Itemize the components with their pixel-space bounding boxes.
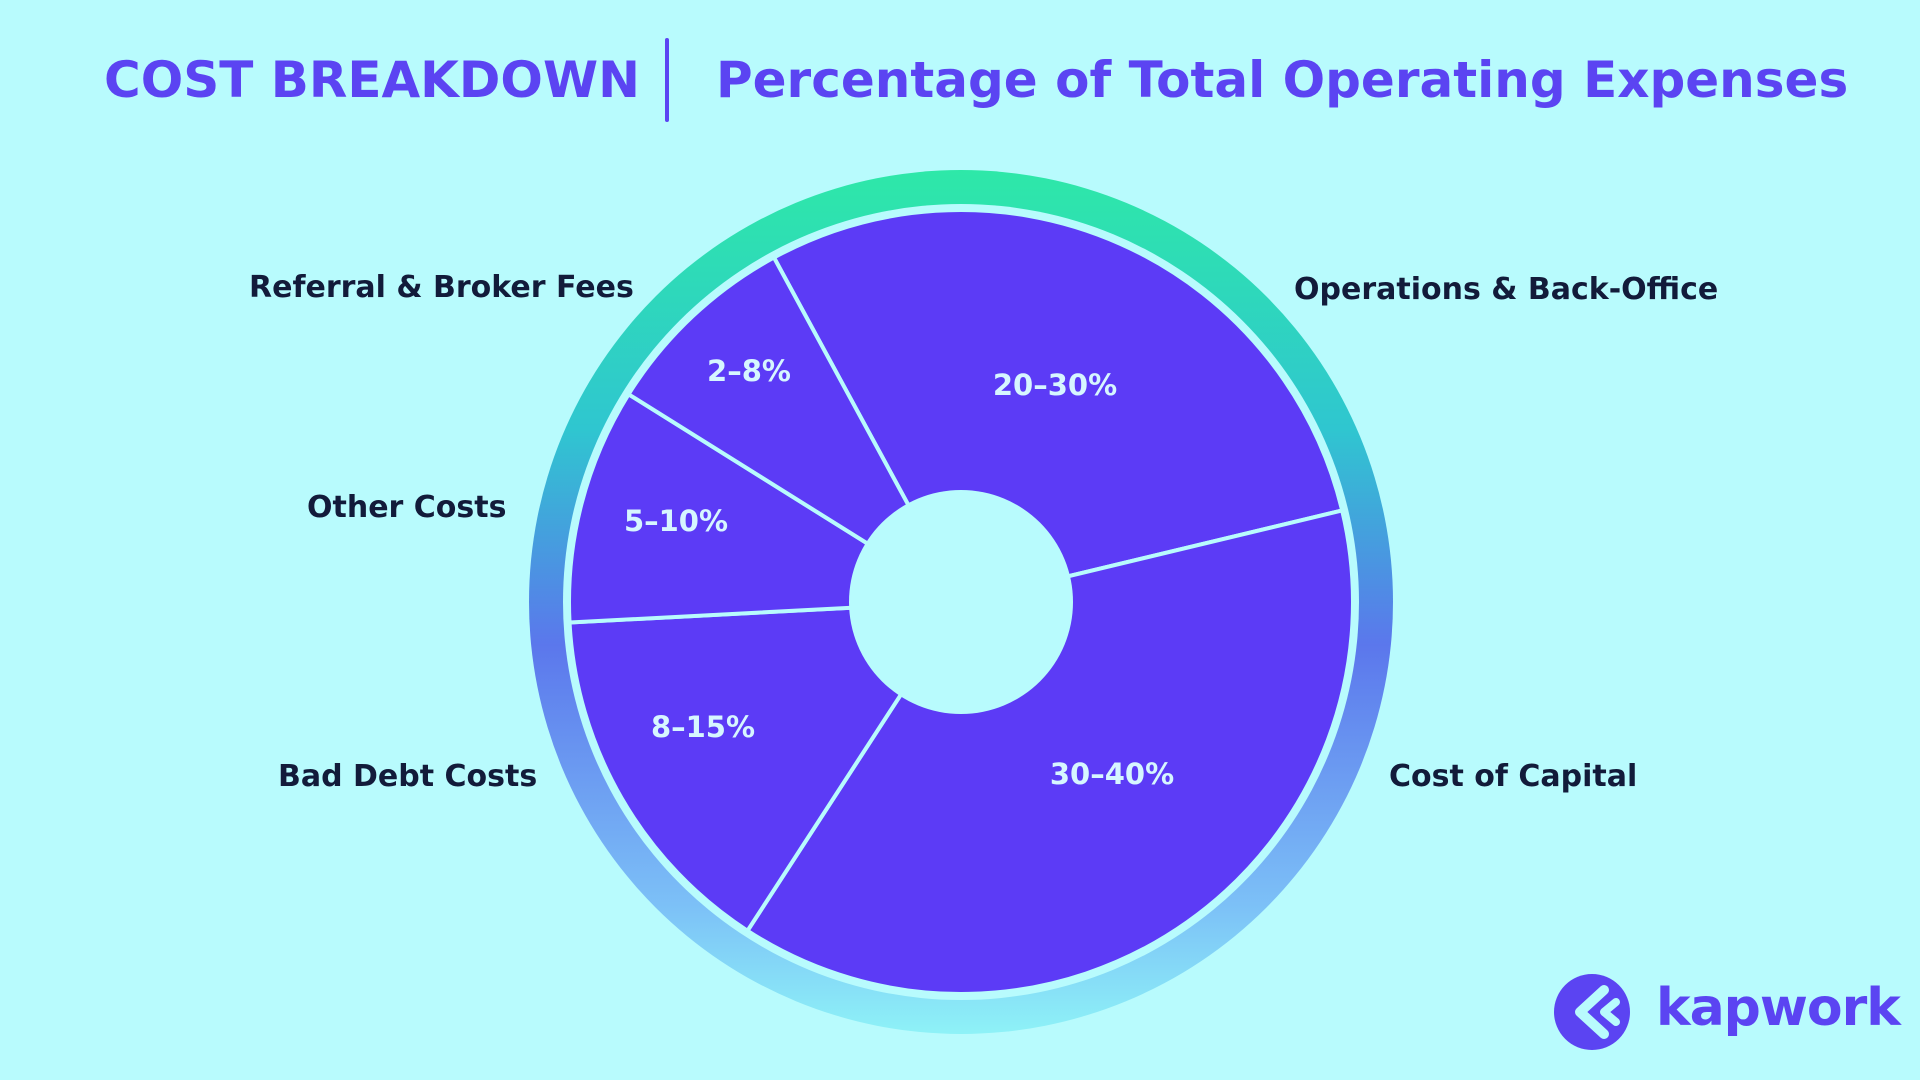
value-labels-layer: 20–30% 30–40% 8–15% 5–10% 2–8% (624, 354, 1174, 791)
slice-value-label-other-costs: 5–10% (624, 504, 728, 538)
slice-value-label-cost-of-capital: 30–40% (1050, 757, 1174, 791)
pie-slice-referral-fees (626, 255, 963, 604)
slice-category-label-other-costs: Other Costs (307, 490, 507, 525)
brand-logo: kapwork (1552, 968, 1901, 1058)
kapwork-logo-icon (1554, 974, 1630, 1050)
slice-category-label-referral-fees: Referral & Broker Fees (249, 270, 634, 305)
slice-category-label-operations: Operations & Back-Office (1294, 272, 1719, 307)
chart-title: COST BREAKDOWN (104, 51, 640, 109)
slice-value-label-referral-fees: 2–8% (707, 354, 791, 388)
slice-value-label-bad-debt: 8–15% (651, 710, 755, 744)
slice-category-label-cost-of-capital: Cost of Capital (1389, 759, 1638, 794)
title-bar: COST BREAKDOWN Percentage of Total Opera… (0, 36, 1920, 126)
slices-layer (567, 207, 1355, 996)
brand-name: kapwork (1656, 978, 1901, 1038)
pie-slice-bad-debt (567, 600, 963, 933)
slice-value-label-operations: 20–30% (993, 368, 1117, 402)
slice-category-label-bad-debt: Bad Debt Costs (278, 759, 538, 794)
pie-slice-cost-of-capital (745, 508, 1355, 996)
title-divider (665, 38, 669, 122)
chart-subtitle: Percentage of Total Operating Expenses (716, 51, 1849, 109)
donut-hole (849, 490, 1073, 714)
